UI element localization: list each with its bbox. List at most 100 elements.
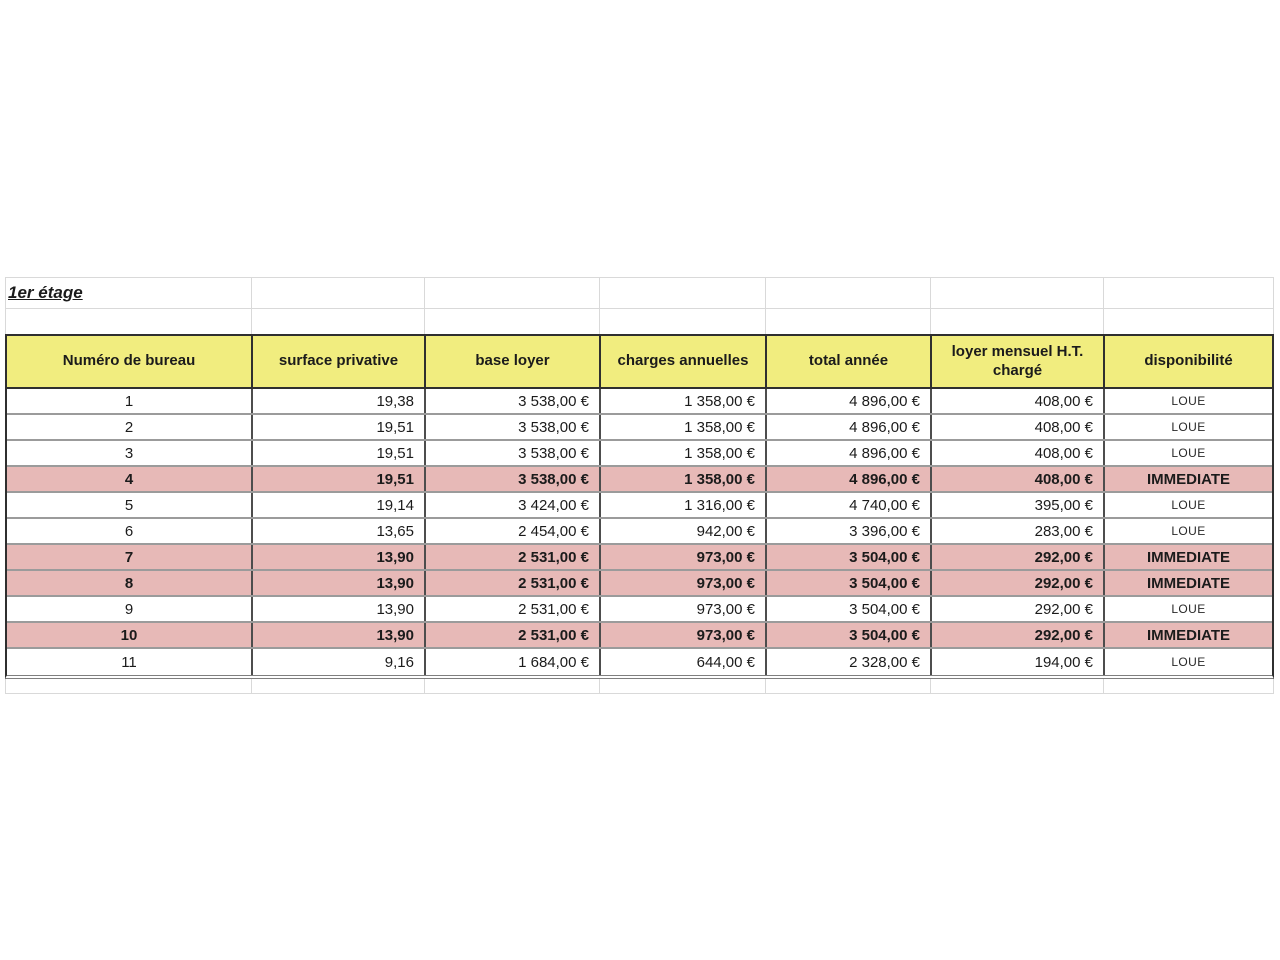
grid-cell [766, 309, 931, 334]
cell-availability: LOUE [1171, 394, 1206, 408]
grid-cell [252, 278, 425, 309]
cell-surface: 19,14 [253, 493, 426, 517]
cell-base-rent: 3 424,00 € [426, 493, 601, 517]
cell-office-number: 8 [7, 571, 253, 595]
cell-availability: LOUE [1171, 655, 1206, 669]
cell-surface: 13,90 [253, 623, 426, 647]
cell-monthly-rent: 408,00 € [932, 441, 1105, 465]
cell-annual-total: 3 396,00 € [767, 519, 932, 543]
cell-annual-total: 3 504,00 € [767, 597, 932, 621]
cell-annual-total: 4 896,00 € [767, 441, 932, 465]
cell-annual-total: 4 896,00 € [767, 415, 932, 439]
cell-annual-total: 3 504,00 € [767, 623, 932, 647]
grid-cell [252, 309, 425, 334]
cell-base-rent: 3 538,00 € [426, 441, 601, 465]
cell-annual-total: 4 740,00 € [767, 493, 932, 517]
cell-monthly-rent: 408,00 € [932, 415, 1105, 439]
cell-availability: IMMEDIATE [1146, 626, 1231, 644]
cell-annual-total: 4 896,00 € [767, 389, 932, 413]
cell-annual-charges: 973,00 € [601, 623, 767, 647]
cell-annual-charges: 1 358,00 € [601, 389, 767, 413]
cell-annual-charges: 1 358,00 € [601, 415, 767, 439]
table-row: 10 13,90 2 531,00 € 973,00 € 3 504,00 € … [7, 623, 1272, 649]
col-header-annual-total: total année [767, 336, 932, 387]
cell-annual-total: 4 896,00 € [767, 467, 932, 491]
cell-availability: IMMEDIATE [1146, 470, 1231, 488]
cell-office-number: 10 [7, 623, 253, 647]
col-header-surface: surface privative [253, 336, 426, 387]
cell-base-rent: 1 684,00 € [426, 649, 601, 675]
cell-office-number: 2 [7, 415, 253, 439]
cell-monthly-rent: 408,00 € [932, 389, 1105, 413]
cell-monthly-rent: 408,00 € [932, 467, 1105, 491]
table-row: 4 19,51 3 538,00 € 1 358,00 € 4 896,00 €… [7, 467, 1272, 493]
grid-cell [1104, 278, 1273, 309]
cell-base-rent: 2 531,00 € [426, 597, 601, 621]
grid-cell [6, 679, 252, 693]
grid-cell [766, 278, 931, 309]
grid-cell [252, 679, 425, 693]
col-header-office-number: Numéro de bureau [7, 336, 253, 387]
grid-cell [600, 309, 766, 334]
cell-base-rent: 3 538,00 € [426, 467, 601, 491]
cell-annual-charges: 973,00 € [601, 597, 767, 621]
cell-base-rent: 2 454,00 € [426, 519, 601, 543]
cell-office-number: 4 [7, 467, 253, 491]
spreadsheet: 1er étage Numéro de bureau surface priva… [5, 277, 1274, 694]
grid-cell: 1er étage [6, 278, 252, 309]
col-header-base-rent: base loyer [426, 336, 601, 387]
col-header-availability: disponibilité [1144, 352, 1233, 370]
cell-monthly-rent: 292,00 € [932, 545, 1105, 569]
table-row: 6 13,65 2 454,00 € 942,00 € 3 396,00 € 2… [7, 519, 1272, 545]
grid-cell [600, 278, 766, 309]
tail-row [5, 679, 1274, 694]
cell-surface: 13,90 [253, 597, 426, 621]
grid-cell [931, 679, 1104, 693]
cell-surface: 13,90 [253, 571, 426, 595]
table-header: Numéro de bureau surface privative base … [7, 336, 1272, 389]
col-header-annual-charges: charges annuelles [601, 336, 767, 387]
grid-cell [931, 309, 1104, 334]
table-row: 8 13,90 2 531,00 € 973,00 € 3 504,00 € 2… [7, 571, 1272, 597]
cell-availability: IMMEDIATE [1146, 548, 1231, 566]
table-row: 11 9,16 1 684,00 € 644,00 € 2 328,00 € 1… [7, 649, 1272, 675]
sheet-title: 1er étage [8, 283, 83, 302]
cell-availability: LOUE [1171, 446, 1206, 460]
cell-surface: 13,90 [253, 545, 426, 569]
cell-annual-charges: 644,00 € [601, 649, 767, 675]
cell-office-number: 7 [7, 545, 253, 569]
cell-office-number: 9 [7, 597, 253, 621]
cell-availability: LOUE [1171, 420, 1206, 434]
cell-office-number: 3 [7, 441, 253, 465]
cell-surface: 13,65 [253, 519, 426, 543]
cell-surface: 19,38 [253, 389, 426, 413]
grid-cell [931, 278, 1104, 309]
table-row: 9 13,90 2 531,00 € 973,00 € 3 504,00 € 2… [7, 597, 1272, 623]
offices-table: Numéro de bureau surface privative base … [5, 334, 1274, 679]
cell-base-rent: 3 538,00 € [426, 389, 601, 413]
cell-office-number: 6 [7, 519, 253, 543]
cell-annual-total: 2 328,00 € [767, 649, 932, 675]
cell-annual-charges: 1 316,00 € [601, 493, 767, 517]
grid-cell [6, 309, 252, 334]
grid-cell [425, 278, 600, 309]
cell-base-rent: 2 531,00 € [426, 571, 601, 595]
cell-office-number: 11 [7, 649, 253, 675]
grid-cell [1104, 309, 1273, 334]
cell-monthly-rent: 194,00 € [932, 649, 1105, 675]
col-header-monthly-rent: loyer mensuel H.T. chargé [932, 336, 1105, 387]
grid-cell [766, 679, 931, 693]
cell-annual-charges: 1 358,00 € [601, 441, 767, 465]
cell-availability: LOUE [1171, 524, 1206, 538]
cell-monthly-rent: 292,00 € [932, 623, 1105, 647]
cell-base-rent: 2 531,00 € [426, 623, 601, 647]
cell-surface: 9,16 [253, 649, 426, 675]
cell-surface: 19,51 [253, 441, 426, 465]
grid-cell [1104, 679, 1273, 693]
cell-office-number: 1 [7, 389, 253, 413]
cell-base-rent: 3 538,00 € [426, 415, 601, 439]
cell-base-rent: 2 531,00 € [426, 545, 601, 569]
spacer-row [5, 309, 1274, 334]
grid-cell [425, 679, 600, 693]
